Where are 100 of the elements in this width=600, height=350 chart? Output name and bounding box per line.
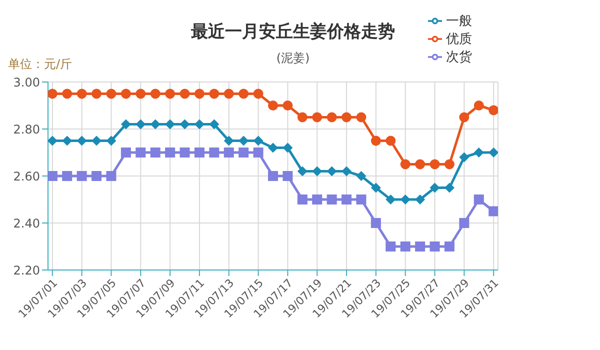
legend-label: 优质 bbox=[446, 32, 472, 47]
point bbox=[76, 88, 87, 99]
point bbox=[48, 136, 58, 146]
point bbox=[415, 194, 426, 204]
point bbox=[474, 148, 484, 158]
point bbox=[356, 194, 366, 204]
point bbox=[180, 148, 190, 158]
legend-label: 次货 bbox=[446, 50, 472, 65]
y-tick-label: 2.40 bbox=[13, 216, 40, 230]
point bbox=[400, 194, 410, 204]
point bbox=[415, 242, 426, 252]
point bbox=[282, 142, 293, 153]
point bbox=[194, 88, 204, 99]
point bbox=[297, 112, 308, 122]
point bbox=[62, 88, 72, 99]
point bbox=[356, 112, 366, 122]
point bbox=[209, 88, 220, 99]
point bbox=[76, 136, 87, 146]
point bbox=[430, 159, 440, 170]
point bbox=[48, 88, 58, 99]
point bbox=[430, 242, 440, 252]
point bbox=[459, 112, 470, 122]
point bbox=[209, 148, 220, 158]
legend-label: 一般 bbox=[446, 14, 472, 29]
point bbox=[165, 88, 176, 99]
point bbox=[106, 171, 116, 181]
y-tick-label: 3.00 bbox=[13, 75, 40, 90]
point bbox=[370, 136, 381, 146]
point bbox=[106, 136, 116, 146]
point bbox=[92, 171, 102, 181]
point bbox=[268, 142, 278, 153]
point bbox=[120, 119, 131, 130]
point bbox=[180, 88, 190, 99]
point bbox=[297, 166, 308, 176]
point bbox=[444, 242, 454, 252]
point bbox=[253, 136, 264, 146]
point bbox=[312, 112, 322, 122]
point bbox=[459, 218, 470, 228]
point bbox=[386, 136, 396, 146]
point bbox=[415, 159, 426, 170]
point bbox=[444, 182, 454, 193]
point bbox=[474, 194, 484, 204]
point bbox=[194, 119, 204, 130]
point bbox=[76, 171, 87, 181]
point bbox=[92, 88, 102, 99]
point bbox=[194, 148, 204, 158]
point bbox=[326, 194, 337, 204]
point bbox=[136, 119, 146, 130]
point bbox=[106, 88, 116, 99]
y-tick-label: 2.80 bbox=[13, 122, 40, 136]
point bbox=[224, 148, 234, 158]
point bbox=[282, 100, 293, 110]
point bbox=[342, 194, 352, 204]
point bbox=[62, 171, 72, 181]
point bbox=[297, 194, 308, 204]
point bbox=[238, 88, 249, 99]
point bbox=[312, 166, 322, 176]
point bbox=[238, 148, 249, 158]
point bbox=[180, 119, 190, 130]
point bbox=[268, 100, 278, 110]
point bbox=[386, 242, 396, 252]
point bbox=[444, 159, 454, 170]
point bbox=[326, 166, 337, 176]
point bbox=[209, 119, 220, 130]
point bbox=[488, 105, 498, 116]
point bbox=[120, 88, 131, 99]
point bbox=[136, 88, 146, 99]
point bbox=[370, 218, 381, 228]
chart-title: 最近一月安丘生姜价格走势 bbox=[190, 20, 396, 43]
point bbox=[136, 148, 146, 158]
point bbox=[253, 88, 264, 99]
point bbox=[282, 171, 293, 181]
y-tick-label: 2.60 bbox=[13, 169, 40, 184]
y-axis-title: 单位：元/斤 bbox=[8, 56, 72, 73]
point bbox=[62, 136, 72, 146]
point bbox=[400, 242, 410, 252]
point bbox=[224, 136, 234, 146]
point bbox=[150, 88, 160, 99]
point bbox=[488, 206, 498, 216]
point bbox=[400, 159, 410, 170]
point bbox=[165, 119, 176, 130]
point bbox=[430, 182, 440, 193]
point bbox=[224, 88, 234, 99]
point bbox=[92, 136, 102, 146]
point bbox=[326, 112, 337, 122]
point bbox=[356, 171, 366, 181]
point bbox=[253, 148, 264, 158]
y-tick-label: 2.20 bbox=[13, 263, 40, 278]
point bbox=[238, 136, 249, 146]
point bbox=[120, 148, 131, 158]
point bbox=[165, 148, 176, 158]
point bbox=[48, 171, 58, 181]
point bbox=[312, 194, 322, 204]
point bbox=[268, 171, 278, 181]
point bbox=[150, 119, 160, 130]
point bbox=[150, 148, 160, 158]
point bbox=[459, 152, 470, 162]
point bbox=[370, 182, 381, 193]
point bbox=[342, 112, 352, 122]
point bbox=[342, 166, 352, 176]
